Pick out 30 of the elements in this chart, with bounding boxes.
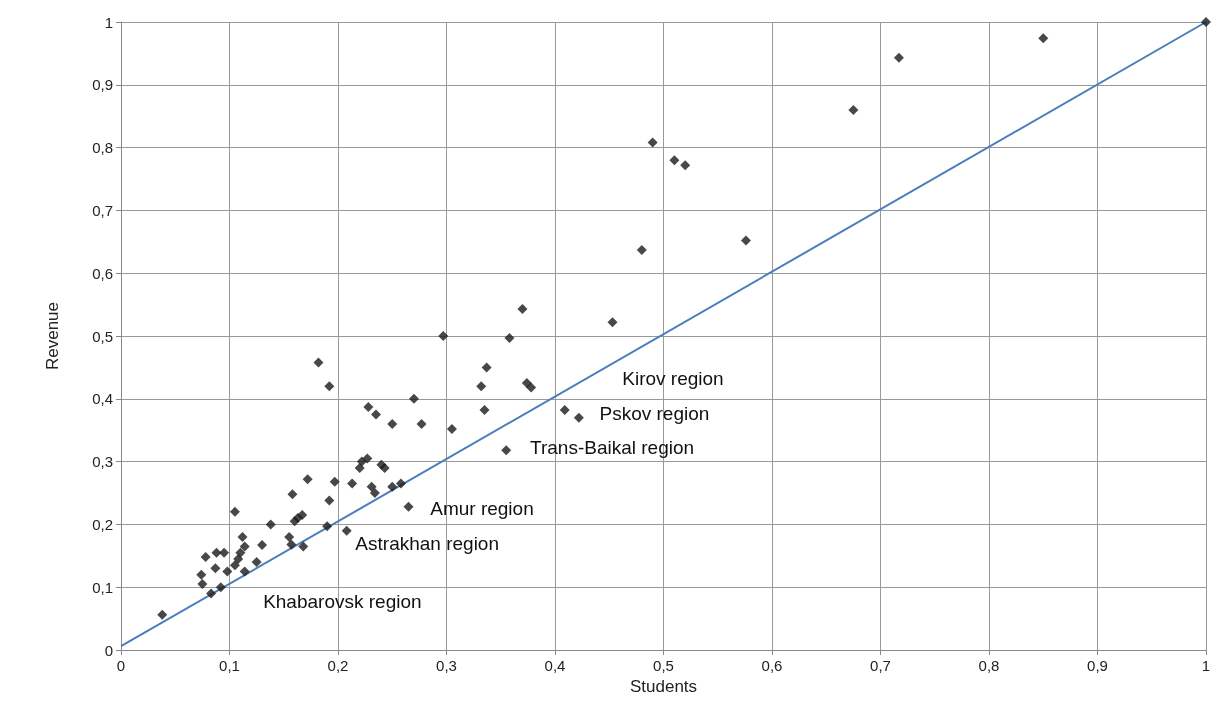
y-tick-label: 0,5: [92, 327, 113, 345]
annotation: Pskov region: [599, 402, 710, 424]
y-tick-label: 0,4: [92, 390, 113, 408]
x-tick-label: 0,8: [978, 657, 1000, 674]
x-tick-label: 1: [1201, 657, 1211, 674]
x-tick-label: 0,5: [653, 657, 674, 674]
x-tick-label: 0,7: [870, 657, 891, 674]
y-tick-label: 0,9: [92, 76, 113, 94]
x-tick-label: 0,2: [327, 657, 349, 674]
annotation: Trans-Baikal region: [530, 436, 695, 458]
x-tick-label: 0,1: [219, 657, 240, 674]
y-axis-title: Revenue: [43, 301, 62, 371]
y-tick-label: 0,2: [92, 515, 113, 533]
x-tick-label: 0,3: [436, 657, 457, 674]
y-tick-label: 0,1: [92, 578, 113, 596]
x-tick-label: 0,4: [544, 657, 566, 674]
x-tick-label: 0,6: [761, 657, 783, 674]
annotation: Kirov region: [622, 367, 724, 389]
x-axis-title: Students: [629, 677, 698, 696]
y-tick-label: 0,8: [92, 139, 113, 157]
annotation: Khabarovsk region: [263, 590, 422, 612]
y-tick-label: 0: [104, 641, 113, 659]
y-tick-label: 0,7: [92, 201, 113, 219]
x-tick-label: 0: [116, 657, 126, 674]
y-tick-label: 0,3: [92, 453, 113, 471]
y-tick-label: 1: [104, 13, 113, 31]
y-tick-label: 0,6: [92, 264, 113, 282]
annotation: Astrakhan region: [355, 533, 500, 555]
annotation: Amur region: [430, 498, 534, 520]
x-tick-label: 0,9: [1087, 657, 1108, 674]
